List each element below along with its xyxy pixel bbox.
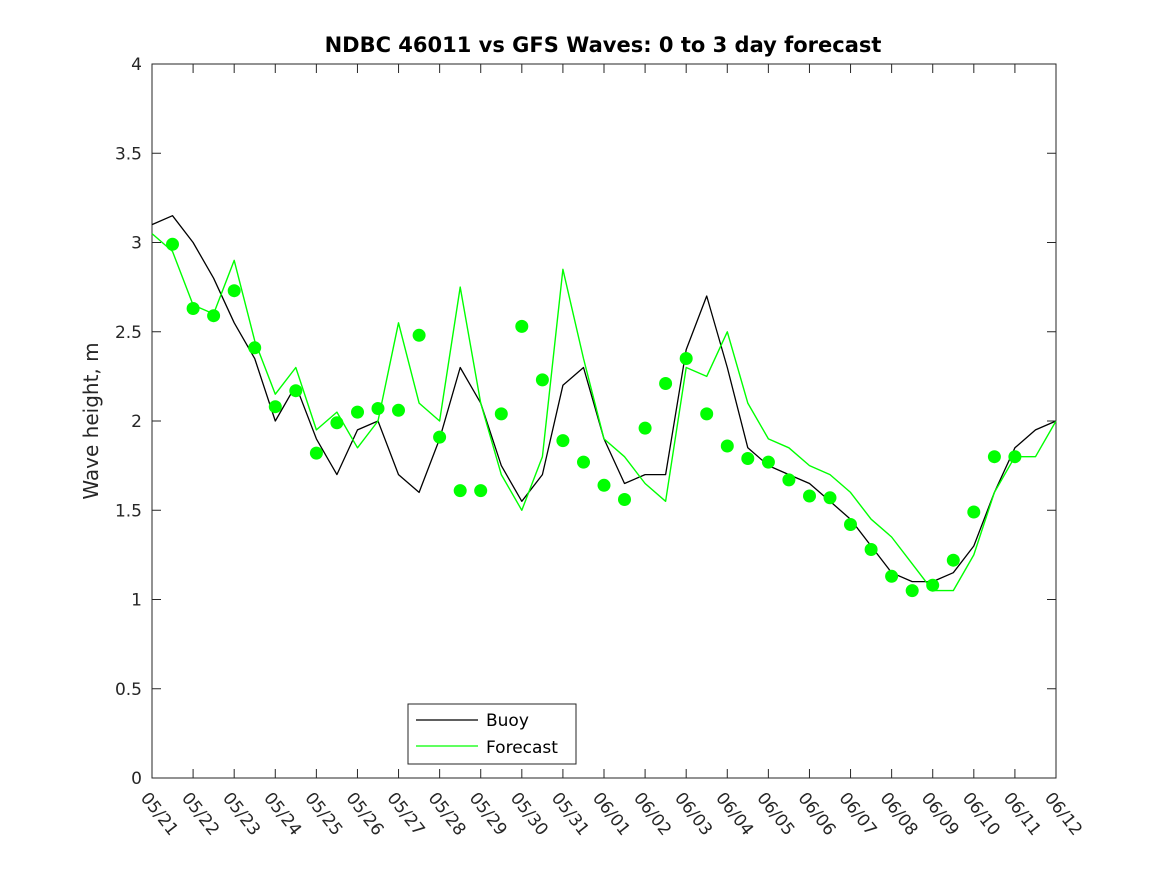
y-tick-labels: 0 0.5 1 1.5 2 2.5 3 3.5 4: [115, 55, 142, 789]
forecast-point: [761, 455, 775, 469]
legend-label-forecast: Forecast: [486, 738, 558, 758]
forecast-point: [351, 405, 364, 419]
x-tick-label: 05/31: [547, 789, 593, 840]
x-tick-label: 06/07: [835, 789, 881, 840]
forecast-point: [987, 450, 1001, 464]
y-axis-label: Wave height, m: [79, 342, 103, 499]
forecast-point: [700, 407, 714, 421]
forecast-point: [494, 407, 508, 421]
forecast-point: [433, 430, 447, 444]
x-tick-label: 05/26: [342, 789, 388, 840]
series-line-forecast: [151, 233, 1057, 592]
forecast-point: [577, 455, 590, 469]
x-tick-label: 06/12: [1040, 789, 1086, 840]
legend-box: [407, 703, 577, 765]
forecast-point: [309, 446, 323, 460]
x-tick-label: 05/25: [300, 789, 346, 840]
forecast-point: [392, 403, 405, 417]
x-tick-label: 05/22: [177, 789, 223, 840]
forecast-point: [638, 421, 652, 435]
x-tick-label: 06/02: [629, 789, 675, 840]
forecast-point: [679, 352, 693, 365]
forecast-point: [946, 553, 960, 567]
forecast-point: [535, 373, 549, 387]
forecast-point: [720, 439, 734, 453]
forecast-point: [741, 452, 755, 465]
forecast-point: [885, 569, 899, 583]
y-tick-label: 0: [131, 769, 142, 789]
y-tick-label: 4: [131, 55, 142, 75]
x-tick-label: 05/24: [259, 789, 305, 840]
series-line-buoy: [151, 215, 1057, 583]
y-tick-label: 3.5: [115, 144, 142, 164]
x-tick-label: 05/23: [218, 789, 264, 840]
forecast-point: [905, 584, 919, 598]
forecast-point: [618, 493, 631, 506]
forecast-point: [371, 402, 385, 415]
x-tick-label: 06/11: [999, 789, 1045, 840]
legend-label-buoy: Buoy: [486, 711, 529, 731]
x-tick-label: 06/08: [876, 789, 922, 840]
x-tick-label: 05/28: [424, 789, 470, 840]
y-tick-label: 2: [131, 412, 142, 432]
forecast-point: [1008, 450, 1022, 464]
x-tick-label: 06/01: [588, 789, 634, 840]
forecast-point: [556, 434, 570, 448]
y-tick-label: 0.5: [115, 680, 142, 700]
y-tick-label: 1.5: [115, 501, 142, 521]
series-layer: [151, 215, 1057, 598]
y-tick-label: 2.5: [115, 323, 142, 343]
y-tick-label: 3: [131, 234, 142, 254]
x-tick-label: 06/06: [794, 789, 840, 840]
x-tick-label: 06/09: [917, 789, 963, 840]
forecast-point: [926, 578, 940, 592]
x-tick-label: 06/10: [958, 789, 1004, 840]
forecast-point: [803, 489, 816, 503]
forecast-point: [289, 384, 303, 398]
forecast-point: [248, 341, 262, 355]
forecast-point: [864, 543, 878, 556]
forecast-point: [659, 377, 673, 390]
forecast-point: [474, 484, 488, 498]
forecast-point: [967, 505, 981, 519]
plot-frame: [151, 63, 1057, 779]
x-tick-label: 06/05: [752, 789, 798, 840]
forecast-point: [597, 478, 611, 492]
x-tick-labels: 05/2105/2205/2305/2405/2505/2605/2705/28…: [136, 789, 1086, 840]
x-tick-label: 05/30: [506, 789, 552, 840]
forecast-point: [515, 319, 529, 333]
legend: Buoy Forecast: [407, 703, 577, 765]
forecast-point: [207, 309, 221, 323]
forecast-point: [227, 284, 241, 298]
x-tick-label: 05/29: [465, 789, 511, 840]
forecast-point: [782, 473, 796, 487]
x-tick-label: 06/03: [670, 789, 716, 840]
ticks-layer: [151, 63, 1057, 779]
x-tick-label: 05/27: [383, 789, 429, 840]
forecast-point: [823, 491, 837, 505]
chart-title: NDBC 46011 vs GFS Waves: 0 to 3 day fore…: [325, 33, 882, 57]
forecast-point: [268, 400, 282, 414]
x-tick-label: 05/21: [136, 789, 182, 840]
forecast-point: [330, 416, 344, 430]
y-tick-label: 1: [131, 591, 142, 611]
forecast-point: [412, 328, 426, 342]
forecast-point: [453, 484, 467, 498]
plot-area: [151, 63, 1057, 779]
x-tick-label: 06/04: [711, 789, 757, 840]
forecast-point: [844, 518, 857, 531]
forecast-point: [166, 237, 179, 251]
forecast-point: [186, 302, 200, 315]
